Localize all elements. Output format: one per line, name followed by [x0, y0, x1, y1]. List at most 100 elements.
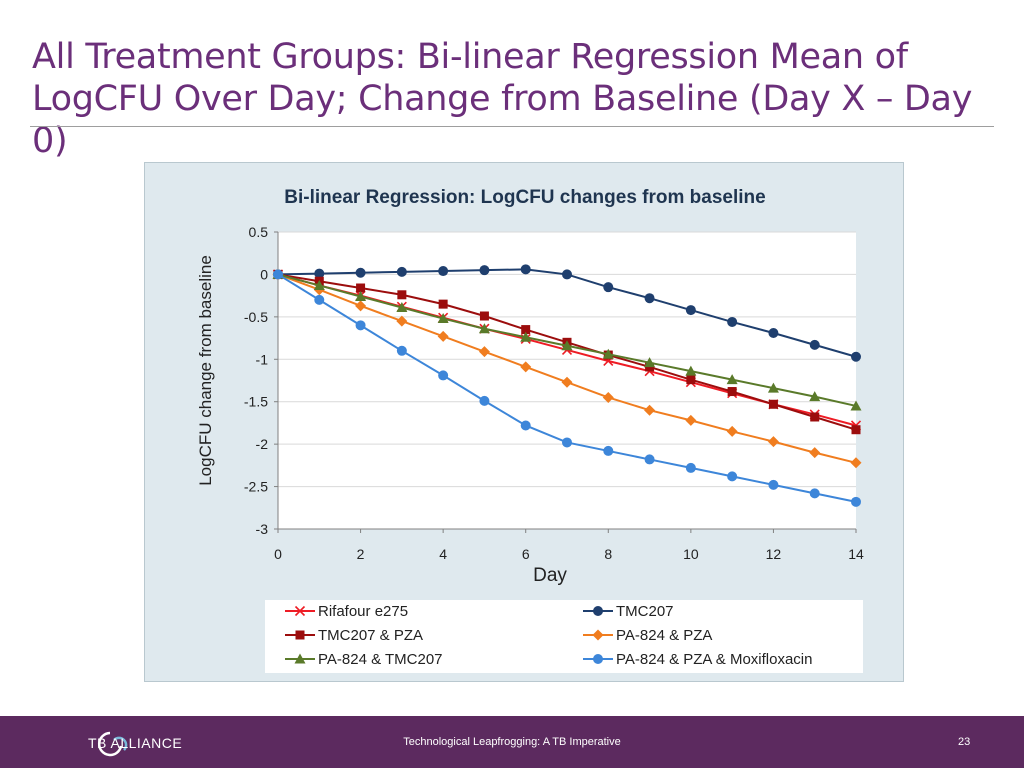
data-point: [562, 437, 572, 448]
data-point: [396, 266, 407, 277]
data-point: [355, 267, 366, 278]
data-point: [478, 346, 490, 358]
data-point: [767, 382, 779, 393]
x-tick-label: 2: [357, 546, 365, 562]
data-point: [727, 316, 738, 327]
legend-label: TMC207: [616, 603, 674, 620]
legend-label: TMC207 & PZA: [318, 627, 423, 644]
x-tick-label: 10: [683, 546, 699, 562]
data-point: [520, 420, 531, 431]
data-point: [603, 282, 614, 293]
legend-marker: [294, 653, 306, 664]
tb-alliance-logo-icon: [97, 731, 128, 757]
legend-label: Rifafour e275: [318, 603, 408, 620]
data-point: [561, 340, 573, 351]
data-point: [850, 457, 862, 469]
data-point: [768, 327, 779, 338]
y-tick-label: 0: [260, 266, 268, 282]
data-point: [809, 391, 821, 402]
data-point: [521, 325, 531, 335]
title-divider: [30, 126, 994, 127]
x-tick-label: 14: [848, 546, 864, 562]
chart-svg: Bi-linear Regression: LogCFU changes fro…: [196, 187, 864, 673]
data-point: [520, 361, 532, 373]
data-point: [685, 305, 696, 316]
y-tick-label: -3: [256, 521, 269, 537]
data-point: [685, 365, 697, 376]
legend-marker: [592, 629, 604, 641]
data-point: [602, 348, 614, 359]
legend-label: PA-824 & PZA & Moxifloxacin: [616, 651, 812, 668]
data-point: [562, 269, 572, 280]
y-tick-label: -1.5: [244, 394, 268, 410]
data-point: [727, 387, 737, 397]
legend-marker: [593, 654, 603, 664]
chart-container: Bi-linear Regression: LogCFU changes fro…: [144, 162, 904, 682]
data-point: [438, 370, 449, 381]
data-point: [355, 300, 367, 312]
y-axis-label: LogCFU change from baseline: [196, 255, 215, 486]
x-tick-label: 6: [522, 546, 530, 562]
footer-logo-text: TB ALLIANCE: [88, 735, 183, 751]
data-point: [726, 374, 738, 385]
legend-box: [265, 600, 863, 673]
data-point: [396, 315, 408, 327]
y-tick-label: -0.5: [244, 309, 268, 325]
data-point: [356, 283, 366, 293]
data-point: [273, 269, 283, 280]
data-point: [479, 395, 490, 406]
data-point: [314, 268, 325, 279]
legend-marker: [295, 630, 305, 640]
data-point: [478, 323, 490, 334]
data-point: [810, 412, 820, 422]
data-point: [602, 391, 614, 403]
x-tick-label: 8: [604, 546, 612, 562]
data-point: [644, 454, 655, 465]
legend-label: PA-824 & PZA: [616, 627, 712, 644]
data-point: [809, 447, 821, 459]
data-point: [438, 299, 448, 309]
data-point: [355, 320, 366, 331]
data-point: [727, 471, 738, 482]
footer-bar: [0, 716, 1024, 768]
data-point: [520, 264, 531, 275]
x-tick-label: 4: [439, 546, 447, 562]
legend-marker: [593, 606, 603, 616]
legend-marker: [294, 605, 306, 617]
data-point: [313, 279, 325, 290]
y-tick-label: -1: [256, 351, 269, 367]
data-point: [644, 404, 656, 416]
data-point: [561, 376, 573, 388]
data-point: [768, 399, 778, 409]
x-tick-label: 12: [766, 546, 782, 562]
data-point: [479, 311, 489, 321]
x-tick-label: 0: [274, 546, 282, 562]
data-point: [355, 290, 367, 301]
data-point: [479, 265, 490, 276]
data-point: [767, 436, 779, 448]
data-point: [685, 414, 697, 426]
data-point: [396, 302, 408, 313]
chart-title: Bi-linear Regression: LogCFU changes fro…: [284, 187, 765, 208]
data-point: [644, 357, 656, 368]
data-point: [809, 339, 820, 350]
data-point: [603, 445, 614, 456]
data-point: [809, 488, 820, 499]
data-point: [768, 479, 779, 490]
legend-label: PA-824 & TMC207: [318, 651, 443, 668]
data-point: [314, 294, 325, 305]
data-point: [437, 330, 449, 342]
data-point: [396, 345, 407, 356]
y-tick-label: -2: [256, 436, 269, 452]
page-number: 23: [958, 736, 971, 748]
data-point: [851, 425, 861, 435]
data-point: [644, 293, 655, 304]
data-point: [726, 425, 738, 437]
data-point: [686, 375, 696, 385]
data-point: [850, 400, 862, 411]
data-point: [397, 290, 407, 300]
slide-title: All Treatment Groups: Bi-linear Regressi…: [32, 37, 973, 161]
data-point: [851, 496, 861, 507]
footer-caption: Technological Leapfrogging: A TB Imperat…: [403, 736, 621, 748]
data-point: [685, 462, 696, 473]
